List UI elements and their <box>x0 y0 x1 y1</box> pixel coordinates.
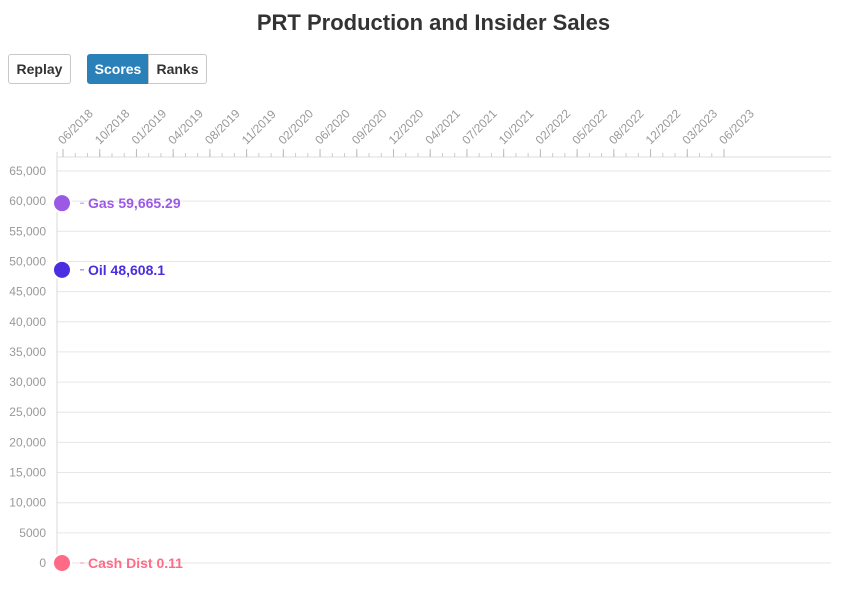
x-tick-label: 08/2019 <box>202 106 243 147</box>
y-tick-label: 30,000 <box>9 375 46 389</box>
y-tick-label: 20,000 <box>9 435 46 449</box>
y-tick-label: 25,000 <box>9 405 46 419</box>
x-tick-label: 12/2022 <box>643 106 684 147</box>
y-tick-label: 0 <box>39 556 46 570</box>
oil-point <box>52 259 72 280</box>
y-tick-label: 10,000 <box>9 496 46 510</box>
gas-value-label: Gas 59,665.29 <box>88 195 181 211</box>
x-tick-label: 04/2021 <box>422 106 463 147</box>
x-tick-label: 06/2018 <box>55 106 96 147</box>
oil-value-label: Oil 48,608.1 <box>88 262 165 278</box>
x-tick-label: 09/2020 <box>349 106 390 147</box>
x-tick-label: 12/2020 <box>386 106 427 147</box>
cash-dist-point <box>52 552 72 573</box>
x-tick-label: 02/2022 <box>533 106 574 147</box>
y-tick-label: 55,000 <box>9 224 46 238</box>
x-tick-label: 06/2020 <box>312 106 353 147</box>
ranks-toggle-button[interactable]: Ranks <box>148 54 207 84</box>
y-tick-label: 65,000 <box>9 164 46 178</box>
cash-dist-value-label: Cash Dist 0.11 <box>88 555 183 571</box>
y-tick-label: 50,000 <box>9 254 46 268</box>
x-tick-label: 05/2022 <box>569 106 610 147</box>
x-tick-label: 03/2023 <box>679 106 720 147</box>
y-tick-label: 40,000 <box>9 315 46 329</box>
x-tick-label: 10/2021 <box>496 106 537 147</box>
y-tick-label: 45,000 <box>9 285 46 299</box>
y-tick-label: 60,000 <box>9 194 46 208</box>
y-tick-label: 15,000 <box>9 466 46 480</box>
x-tick-label: 06/2023 <box>716 106 757 147</box>
x-tick-label: 11/2019 <box>239 107 279 147</box>
y-tick-label: 5000 <box>19 526 46 540</box>
x-tick-label: 10/2018 <box>92 106 133 147</box>
y-tick-label: 35,000 <box>9 345 46 359</box>
x-tick-label: 07/2021 <box>459 106 500 147</box>
x-tick-label: 02/2020 <box>276 106 317 147</box>
chart-title: PRT Production and Insider Sales <box>256 10 611 35</box>
x-tick-label: 04/2019 <box>165 106 206 147</box>
replay-button[interactable]: Replay <box>8 54 71 84</box>
gas-point <box>52 193 72 214</box>
x-tick-label: 01/2019 <box>129 106 170 147</box>
x-tick-label: 08/2022 <box>606 106 647 147</box>
